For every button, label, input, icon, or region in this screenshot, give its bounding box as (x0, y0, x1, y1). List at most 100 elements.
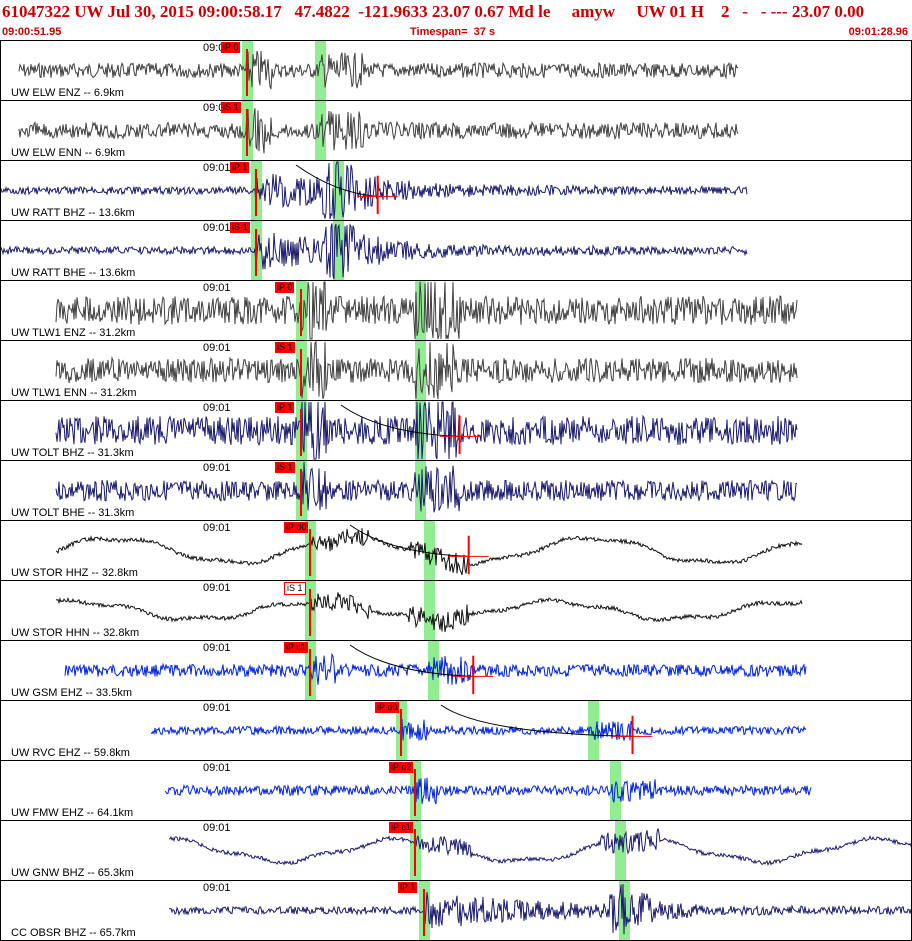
channel-label: UW GSM EHZ -- 33.5km (11, 687, 133, 699)
phase-pick-tag[interactable]: iS 1 (275, 462, 295, 473)
phase-window (415, 401, 426, 460)
phase-window (333, 221, 344, 280)
phase-window (415, 341, 426, 400)
phase-window (615, 821, 626, 880)
trace-panel[interactable]: 09:01 iP 1 UW TOLT BHZ -- 31.3km (0, 400, 912, 461)
waveform-trace (1, 161, 748, 220)
time-tick-label: 09:01 (203, 462, 231, 474)
phase-window (424, 581, 435, 640)
channel-label: UW GNW BHZ -- 65.3km (11, 867, 134, 879)
time-tick-label: 09:01 (203, 882, 231, 894)
trace-panel[interactable]: 09:01 iP 0 UW ELW ENZ -- 6.9km (0, 40, 912, 101)
waveform-plot (55, 401, 798, 460)
trace-panel[interactable]: 09:01 iP 0 UW TLW1 ENZ -- 31.2km (0, 280, 912, 341)
trace-panel[interactable]: 09:01 iP 1 UW RATT BHZ -- 13.6km (0, 160, 912, 221)
phase-pick-tag[interactable]: iS 1 (275, 342, 295, 353)
phase-pick-tag[interactable]: iP 1 (398, 882, 418, 893)
waveform-trace (55, 401, 798, 460)
waveform-plot (55, 521, 803, 580)
phase-pick-tag[interactable]: iP 1 (230, 162, 250, 173)
waveform-trace (18, 108, 739, 154)
channel-label: UW ELW ENN -- 6.9km (11, 147, 126, 159)
time-tick-label: 09:01 (203, 282, 231, 294)
channel-label: UW STOR HHN -- 32.8km (11, 627, 140, 639)
phase-window (315, 41, 326, 100)
waveform-plot (1, 161, 748, 220)
channel-label: UW FMW EHZ -- 64.1km (11, 807, 134, 819)
waveform-trace (55, 281, 798, 340)
channel-label: UW STOR HHZ -- 32.8km (11, 567, 138, 579)
waveform-plot (168, 881, 911, 940)
waveform-plot (164, 761, 812, 820)
waveform-plot (18, 41, 739, 100)
coda-decay-curve (295, 164, 378, 197)
waveform-trace (150, 718, 807, 742)
trace-panel[interactable]: 09:01 iP c1 UW GSM EHZ -- 33.5km (0, 640, 912, 701)
trace-panel[interactable]: 09:01 iS 1 UW RATT BHE -- 13.6km (0, 220, 912, 281)
waveform-trace (55, 341, 798, 400)
time-tick-label: 09:01 (203, 762, 231, 774)
trace-panel[interactable]: 09:01 iS 1 UW STOR HHN -- 32.8km (0, 580, 912, 641)
time-tick-label: 09:01 (203, 222, 231, 234)
phase-pick-tag[interactable]: iP d2 (389, 762, 414, 773)
channel-label: UW ELW ENZ -- 6.9km (11, 87, 124, 99)
waveform-plot (55, 341, 798, 400)
event-title: 61047322 UW Jul 30, 2015 09:00:58.17 47.… (2, 2, 865, 21)
waveform-trace (168, 884, 911, 935)
phase-pick-tag[interactable]: iS 1 (221, 102, 241, 113)
trace-panel[interactable]: 09:01 iS 1 UW TLW1 ENN -- 31.2km (0, 340, 912, 401)
phase-window (424, 521, 435, 580)
phase-pick-tag[interactable]: iP 0 (221, 42, 241, 53)
coda-decay-curve (440, 704, 633, 737)
timespan-label: Timespan= 37 s (410, 26, 496, 38)
phase-pick-tag[interactable]: iP 1 (275, 402, 295, 413)
trace-panel[interactable]: 09:01 iP 1 CC OBSR BHZ -- 65.7km (0, 880, 912, 941)
phase-pick-tag[interactable]: iS 1 (230, 222, 250, 233)
trace-panel[interactable]: 09:01 iP d2 UW FMW EHZ -- 64.1km (0, 760, 912, 821)
channel-label: UW TLW1 ENZ -- 31.2km (11, 327, 136, 339)
phase-pick-tag[interactable]: iP c1 (389, 822, 413, 833)
waveform-trace (164, 777, 812, 805)
start-time-label: 09:00:51.95 (2, 26, 62, 38)
phase-window (333, 161, 344, 220)
waveform-plot (150, 701, 807, 760)
phase-window (315, 101, 326, 160)
end-time-label: 09:01:28.96 (848, 26, 908, 38)
channel-label: UW TLW1 ENN -- 31.2km (11, 387, 137, 399)
phase-window (415, 461, 426, 520)
waveform-trace (55, 462, 798, 513)
phase-pick-tag[interactable]: iP d0 (284, 522, 309, 533)
seismogram-panels: 09:01 iP 0 UW ELW ENZ -- 6.9km 09:01 iS 1 UW … (0, 40, 912, 941)
phase-window (415, 281, 426, 340)
trace-panel[interactable]: 09:01 iP d0 UW STOR HHZ -- 32.8km (0, 520, 912, 581)
channel-label: CC OBSR BHZ -- 65.7km (11, 927, 136, 939)
channel-label: UW RATT BHZ -- 13.6km (11, 207, 135, 219)
phase-pick-tag[interactable]: iS 1 (284, 582, 306, 595)
event-header: 61047322 UW Jul 30, 2015 09:00:58.17 47.… (0, 0, 912, 40)
coda-decay-curve (349, 524, 469, 557)
time-tick-label: 09:01 (203, 522, 231, 534)
phase-window (610, 761, 621, 820)
waveform-plot (55, 281, 798, 340)
phase-pick-tag[interactable]: iP d0 (375, 702, 400, 713)
waveform-trace (1, 223, 748, 280)
waveform-plot (55, 581, 803, 640)
waveform-trace (18, 49, 739, 90)
trace-panel[interactable]: 09:01 iP d0 UW RVC EHZ -- 59.8km (0, 700, 912, 761)
trace-panel[interactable]: 09:01 iS 1 UW TOLT BHE -- 31.3km (0, 460, 912, 521)
channel-label: UW TOLT BHZ -- 31.3km (11, 447, 134, 459)
trace-panel[interactable]: 09:01 iS 1 UW ELW ENN -- 6.9km (0, 100, 912, 161)
channel-label: UW RATT BHE -- 13.6km (11, 267, 136, 279)
coda-decay-curve (340, 404, 460, 437)
time-tick-label: 09:01 (203, 402, 231, 414)
phase-window (588, 701, 599, 760)
waveform-trace (55, 592, 803, 633)
phase-pick-tag[interactable]: iP 0 (275, 282, 295, 293)
time-tick-label: 09:01 (203, 642, 231, 654)
waveform-trace (55, 528, 803, 576)
waveform-trace (64, 652, 807, 685)
waveform-plot (169, 821, 911, 880)
phase-pick-tag[interactable]: iP c1 (284, 642, 308, 653)
trace-panel[interactable]: 09:01 iP c1 UW GNW BHZ -- 65.3km (0, 820, 912, 881)
channel-label: UW TOLT BHE -- 31.3km (11, 507, 135, 519)
